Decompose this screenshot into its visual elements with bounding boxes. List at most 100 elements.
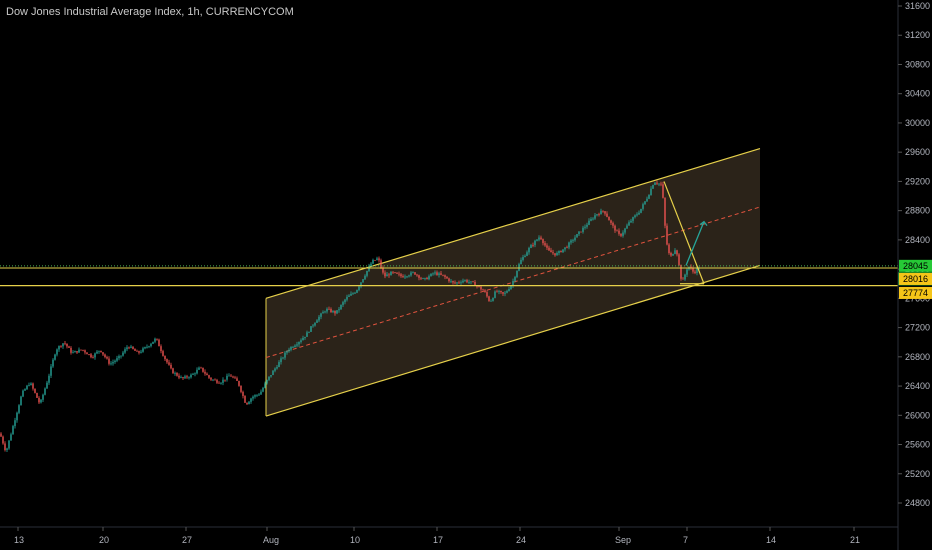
candle-body xyxy=(194,373,196,375)
candle-body xyxy=(6,448,8,451)
candle-body xyxy=(180,377,182,378)
candle-body xyxy=(154,338,156,342)
candle-body xyxy=(602,210,604,212)
candle-body xyxy=(656,182,658,184)
candle-body xyxy=(588,220,590,225)
price-tick-label: 31600 xyxy=(905,1,930,11)
candle-body xyxy=(576,234,578,238)
candle-body xyxy=(256,394,258,396)
candle-body xyxy=(250,398,252,402)
candle-body xyxy=(490,300,492,302)
candle-body xyxy=(384,272,386,277)
candle-body xyxy=(324,311,326,313)
candle-body xyxy=(190,374,192,378)
candle-body xyxy=(110,363,112,365)
candle-body xyxy=(84,350,86,353)
candle-body xyxy=(204,371,206,374)
candle-body xyxy=(142,348,144,352)
candle-body xyxy=(438,273,440,276)
candle-body xyxy=(628,222,630,226)
price-tick-label: 29600 xyxy=(905,147,930,157)
time-tick-label: 7 xyxy=(683,535,688,545)
candle-body xyxy=(78,349,80,353)
time-tick-label: 27 xyxy=(182,535,192,545)
candle-body xyxy=(282,357,284,359)
candle-body xyxy=(694,271,696,274)
candle-body xyxy=(88,354,90,356)
candle-body xyxy=(534,240,536,246)
candle-body xyxy=(244,396,246,403)
candle-body xyxy=(366,270,368,276)
candle-body xyxy=(544,243,546,246)
candle-body xyxy=(432,273,434,275)
candle-body xyxy=(446,276,448,279)
candle-body xyxy=(408,275,410,277)
candle-body xyxy=(294,345,296,348)
candle-body xyxy=(208,375,210,378)
candle-body xyxy=(630,220,632,223)
candle-body xyxy=(460,282,462,284)
candle-body xyxy=(310,326,312,332)
candle-body xyxy=(590,219,592,221)
level-2-badge: 27774 xyxy=(903,288,928,298)
candle-body xyxy=(234,377,236,379)
candle-body xyxy=(402,276,404,278)
candle-body xyxy=(524,255,526,258)
candle-body xyxy=(398,273,400,275)
candle-body xyxy=(570,240,572,243)
candle-body xyxy=(96,351,98,354)
candle-body xyxy=(474,281,476,286)
candle-body xyxy=(76,351,78,353)
candle-body xyxy=(482,289,484,291)
candle-body xyxy=(198,367,200,370)
candle-body xyxy=(494,291,496,298)
candle-body xyxy=(136,350,138,352)
candle-body xyxy=(558,250,560,253)
candle-body xyxy=(360,282,362,287)
candle-body xyxy=(156,338,158,340)
candle-body xyxy=(178,375,180,378)
candle-body xyxy=(586,224,588,227)
time-axis[interactable]: 13 20 27 Aug 10 17 24 Sep 7 14 21 xyxy=(0,526,898,545)
price-tick-label: 29200 xyxy=(905,176,930,186)
candle-body xyxy=(232,376,234,378)
chart-title: Dow Jones Industrial Average Index, 1h, … xyxy=(6,6,294,18)
candle-body xyxy=(218,382,220,384)
candle-body xyxy=(28,385,30,386)
candle-body xyxy=(72,352,74,354)
candle-body xyxy=(210,377,212,380)
candle-body xyxy=(230,375,232,377)
candle-body xyxy=(430,273,432,277)
candle-body xyxy=(68,346,70,348)
candle-body xyxy=(676,250,678,255)
candle-body xyxy=(496,291,498,293)
candle-body xyxy=(378,258,380,261)
candle-body xyxy=(450,280,452,282)
candle-body xyxy=(220,382,222,384)
candle-body xyxy=(280,358,282,363)
level-1-badge: 28016 xyxy=(903,274,928,284)
candle-body xyxy=(416,274,418,276)
candle-body xyxy=(672,253,674,256)
candle-body xyxy=(30,383,32,386)
candle-body xyxy=(674,250,676,254)
candle-body xyxy=(168,362,170,365)
candle-body xyxy=(374,260,376,261)
candle-body xyxy=(18,405,20,413)
candle-body xyxy=(546,245,548,248)
candle-body xyxy=(140,351,142,353)
candle-body xyxy=(224,379,226,381)
candle-body xyxy=(52,359,54,367)
candle-body xyxy=(0,433,2,437)
candle-body xyxy=(640,208,642,213)
candle-body xyxy=(492,297,494,301)
candle-body xyxy=(92,357,94,359)
candle-body xyxy=(70,347,72,353)
candle-body xyxy=(98,350,100,352)
channel-lower-line xyxy=(265,264,761,417)
candle-body xyxy=(188,377,190,379)
candle-body xyxy=(454,282,456,284)
candle-body xyxy=(382,267,384,273)
candle-body xyxy=(308,331,310,333)
